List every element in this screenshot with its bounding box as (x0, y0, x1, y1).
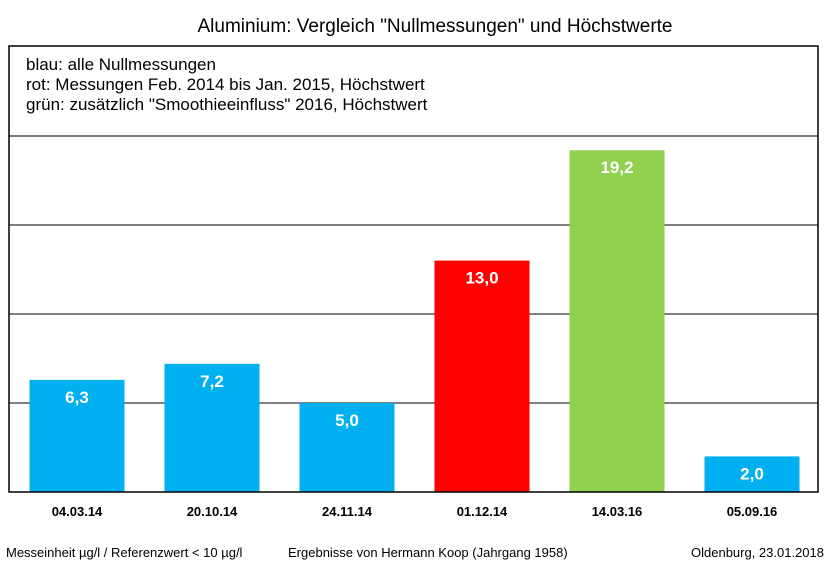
bar (299, 403, 395, 492)
legend: blau: alle Nullmessungen rot: Messungen … (26, 55, 427, 115)
bar (29, 379, 125, 492)
plot-frame (8, 45, 819, 493)
footer-place-date: Oldenburg, 23.01.2018 (691, 545, 824, 560)
data-label: 6,3 (65, 388, 89, 407)
x-tick-label: 20.10.14 (187, 504, 238, 519)
footer-author: Ergebnisse von Hermann Koop (Jahrgang 19… (288, 545, 568, 560)
data-label: 7,2 (200, 372, 224, 391)
bar (434, 260, 530, 492)
bar (164, 363, 260, 492)
footer-unit: Messeinheit µg/l / Referenzwert < 10 µg/… (6, 545, 243, 560)
legend-line-green: grün: zusätzlich "Smoothieeinfluss" 2016… (26, 95, 428, 114)
legend-line-blue: blau: alle Nullmessungen (26, 55, 216, 74)
data-label: 13,0 (465, 269, 498, 288)
x-tick-label: 14.03.16 (592, 504, 643, 519)
chart-title: Aluminium: Vergleich "Nullmessungen" und… (197, 16, 673, 37)
bar (704, 456, 800, 492)
data-label: 19,2 (600, 158, 633, 177)
data-label: 5,0 (335, 411, 359, 430)
x-tick-label: 24.11.14 (322, 504, 373, 519)
legend-line-red: rot: Messungen Feb. 2014 bis Jan. 2015, … (26, 75, 425, 94)
x-tick-label: 01.12.14 (457, 504, 508, 519)
bar (569, 150, 665, 493)
x-tick-label: 05.09.16 (727, 504, 778, 519)
x-tick-label: 04.03.14 (52, 504, 103, 519)
data-label: 2,0 (740, 464, 764, 483)
